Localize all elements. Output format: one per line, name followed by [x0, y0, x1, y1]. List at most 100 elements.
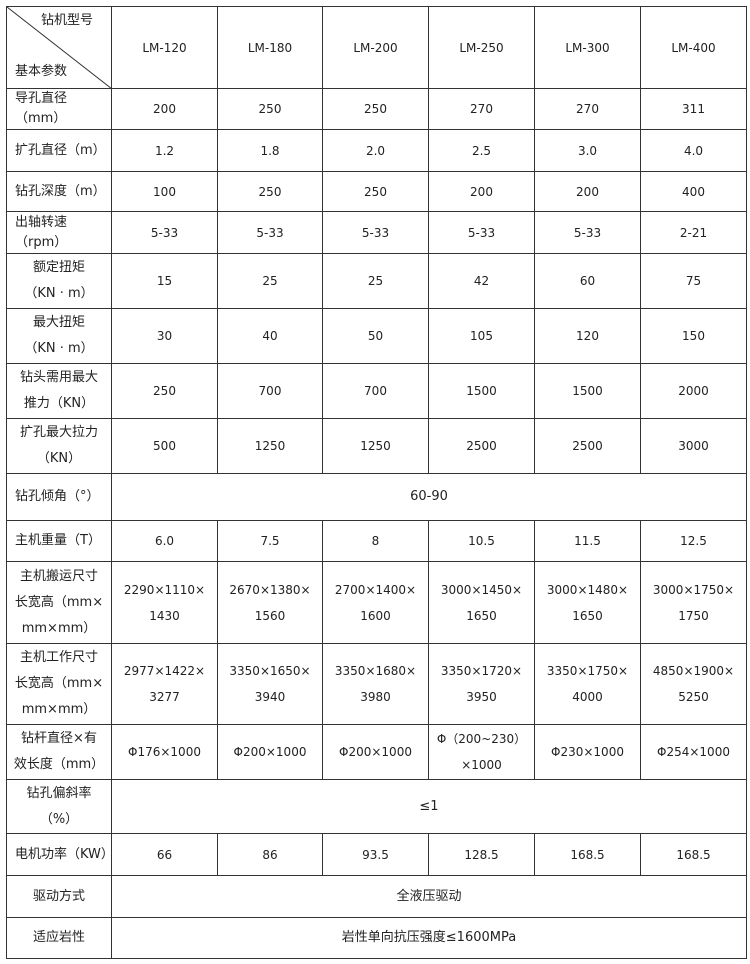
table-row: 驱动方式 全液压驱动 — [6, 875, 747, 918]
value-cell: 2.0 — [322, 129, 429, 172]
model-header: LM-250 — [428, 6, 535, 89]
cell-line: 3350×1680× — [334, 664, 417, 678]
cell-line: 75 — [685, 274, 702, 288]
value-cell: Φ200×1000 — [322, 724, 429, 780]
cell-line: mm×mm） — [21, 620, 97, 636]
cell-line: 3350×1650× — [229, 664, 311, 678]
value-cell: 25 — [217, 253, 323, 309]
cell-line: 5-33 — [573, 225, 602, 240]
cell-line: 25 — [262, 274, 278, 288]
value-cell: 7.5 — [217, 520, 323, 562]
value-cell: 250 — [111, 363, 218, 419]
corner-bottom-label: 基本参数 — [15, 64, 68, 79]
value-cell: 1500 — [534, 363, 641, 419]
model-header: LM-300 — [534, 6, 641, 89]
cell-line: 200 — [470, 184, 493, 199]
cell-line: 8 — [371, 534, 380, 548]
value-cell: 168.5 — [534, 833, 641, 876]
cell-line: 长宽高（mm× — [14, 676, 104, 691]
table-row: 扩孔最大拉力 （KN） 500 1250 1250 2500 2500 3000 — [6, 418, 747, 474]
value-cell: 5-33 — [217, 211, 323, 254]
cell-line: 最大扭矩 — [32, 315, 85, 330]
value-cell: 93.5 — [322, 833, 429, 876]
value-cell: 1.2 — [111, 129, 218, 172]
cell-line: 250 — [364, 184, 387, 199]
cell-line: 3940 — [254, 690, 286, 704]
spec-table: 钻机型号 基本参数 LM-120 LM-180 LM-200 LM-250 LM… — [6, 6, 747, 959]
cell-line: 1500 — [466, 384, 497, 398]
cell-line: 11.5 — [574, 534, 601, 548]
row-label: 钻孔倾角（°） — [6, 473, 112, 521]
value-cell: Φ254×1000 — [640, 724, 747, 780]
corner-header-cell: 钻机型号 基本参数 — [6, 6, 112, 89]
value-cell: 1500 — [428, 363, 535, 419]
value-cell: 1250 — [322, 418, 429, 474]
cell-line: 250 — [258, 102, 282, 116]
value-cell: Φ230×1000 — [534, 724, 641, 780]
table-row: 主机重量（T） 6.0 7.5 8 10.5 11.5 12.5 — [6, 520, 747, 562]
value-cell: 200 — [428, 171, 535, 212]
cell-line: 2700×1400× — [334, 582, 417, 597]
cell-line: 250 — [258, 184, 282, 199]
value-cell: 250 — [322, 88, 429, 130]
table-row: 钻孔深度（m） 100 250 250 200 200 400 — [6, 171, 747, 212]
cell-line: 主机工作尺寸 — [19, 650, 98, 665]
cell-line: Φ200×1000 — [339, 745, 412, 759]
cell-line: 1600 — [360, 608, 391, 623]
value-cell: 3350×1750× 4000 — [534, 643, 641, 725]
cell-line: 3000×1450× — [440, 582, 523, 597]
cell-line: 1.2 — [154, 143, 175, 158]
value-cell: 10.5 — [428, 520, 535, 562]
cell-line: 168.5 — [676, 847, 711, 862]
value-cell: 5-33 — [111, 211, 218, 254]
cell-line: 200 — [153, 102, 176, 116]
value-cell: 3000×1480× 1650 — [534, 561, 641, 644]
value-cell: 4.0 — [640, 129, 747, 172]
value-cell: Φ176×1000 — [111, 724, 218, 780]
row-label: 电机功率（KW） — [6, 833, 114, 876]
cell-line: Φ（200~230） — [436, 732, 527, 746]
cell-line: 5250 — [678, 690, 709, 704]
value-cell: 3350×1680× 3980 — [322, 643, 429, 725]
cell-line: 93.5 — [362, 847, 389, 862]
cell-line: （%） — [39, 811, 79, 827]
cell-line: 270 — [576, 102, 599, 116]
value-cell: 3350×1720× 3950 — [428, 643, 535, 725]
header-row: 钻机型号 基本参数 LM-120 LM-180 LM-200 LM-250 LM… — [6, 6, 747, 89]
row-label: 适应岩性 — [6, 917, 112, 959]
value-cell: 700 — [217, 363, 323, 419]
value-cell: 5-33 — [534, 211, 641, 254]
table-row: 出轴转速（rpm） 5-33 5-33 5-33 5-33 5-33 2-21 — [6, 211, 747, 254]
value-cell: 500 — [111, 418, 218, 474]
cell-line: 1560 — [254, 608, 286, 623]
value-cell: 3350×1650× 3940 — [217, 643, 323, 725]
cell-line: 长宽高（mm× — [14, 594, 104, 610]
value-cell: 66 — [111, 833, 218, 876]
cell-line: 扩孔最大拉力 — [19, 425, 98, 440]
value-cell: 250 — [322, 171, 429, 212]
value-cell: 270 — [428, 88, 535, 130]
cell-line: 30 — [156, 329, 173, 343]
value-cell: 2290×1110× 1430 — [111, 561, 218, 644]
value-cell: 86 — [217, 833, 323, 876]
cell-line: Φ230×1000 — [551, 745, 624, 759]
value-cell: 150 — [640, 308, 747, 364]
cell-line: 4.0 — [683, 143, 704, 158]
value-cell: 100 — [111, 171, 218, 212]
value-cell: 4850×1900× 5250 — [640, 643, 747, 725]
value-cell: 250 — [217, 88, 323, 130]
cell-line: （KN · m） — [24, 286, 94, 301]
cell-line: Φ200×1000 — [233, 745, 307, 759]
cell-line: 效长度（mm） — [13, 757, 105, 772]
cell-line: 1250 — [254, 439, 286, 453]
row-label: 钻头需用最大 推力（KN） — [6, 363, 112, 419]
cell-line: 66 — [156, 847, 173, 862]
cell-line: Φ254×1000 — [657, 745, 730, 759]
cell-line: 出轴转速（rpm） — [15, 214, 68, 250]
table-row: 扩孔直径（m） 1.2 1.8 2.0 2.5 3.0 4.0 — [6, 129, 747, 172]
value-cell: 11.5 — [534, 520, 641, 562]
value-cell: 40 — [217, 308, 323, 364]
value-cell: 2.5 — [428, 129, 535, 172]
value-cell: 1.8 — [217, 129, 323, 172]
cell-line: 250 — [364, 102, 387, 116]
